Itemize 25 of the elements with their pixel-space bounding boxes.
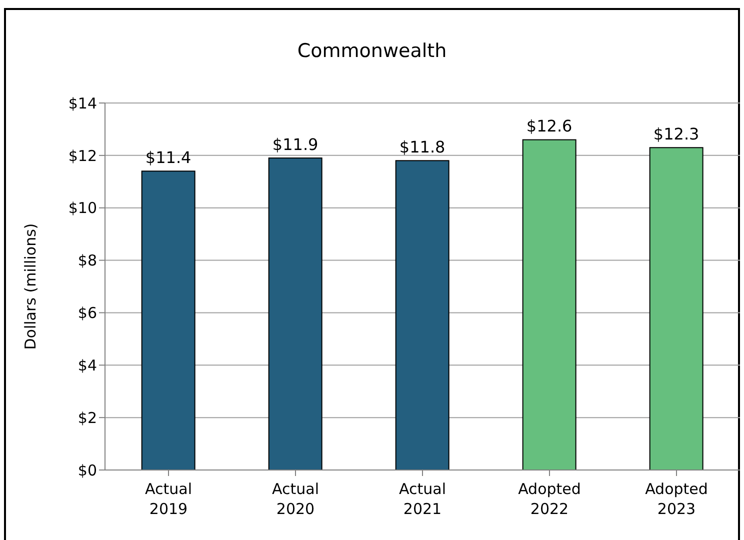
x-tick-label: Actual 2020 xyxy=(272,480,319,518)
y-tick-label: $10 xyxy=(68,199,97,218)
y-tick-label: $14 xyxy=(68,94,97,112)
y-tick-label: $2 xyxy=(78,408,97,427)
bar xyxy=(395,160,450,470)
data-label: $12.6 xyxy=(526,116,572,136)
x-tick-label: Adopted 2022 xyxy=(518,480,581,518)
data-label: $11.4 xyxy=(145,148,192,168)
data-label: $12.3 xyxy=(653,124,700,144)
chart-title: Commonwealth xyxy=(296,40,448,62)
bar xyxy=(522,139,576,470)
bar xyxy=(649,147,704,470)
data-label: $11.8 xyxy=(399,138,446,157)
bar xyxy=(141,170,196,470)
y-tick-label: $12 xyxy=(68,146,97,165)
bar xyxy=(268,158,322,470)
data-label: $11.9 xyxy=(272,135,318,154)
y-tick-label: $6 xyxy=(78,304,97,322)
y-tick-label: $4 xyxy=(78,356,97,374)
x-tick-label: Actual 2021 xyxy=(399,480,446,518)
y-tick-label: $8 xyxy=(78,252,97,270)
y-axis-title: Dollars (millions) xyxy=(21,223,40,350)
x-tick-label: Adopted 2023 xyxy=(645,480,708,518)
y-tick-label: $0 xyxy=(78,461,97,480)
x-tick-label: Actual 2019 xyxy=(145,480,192,518)
